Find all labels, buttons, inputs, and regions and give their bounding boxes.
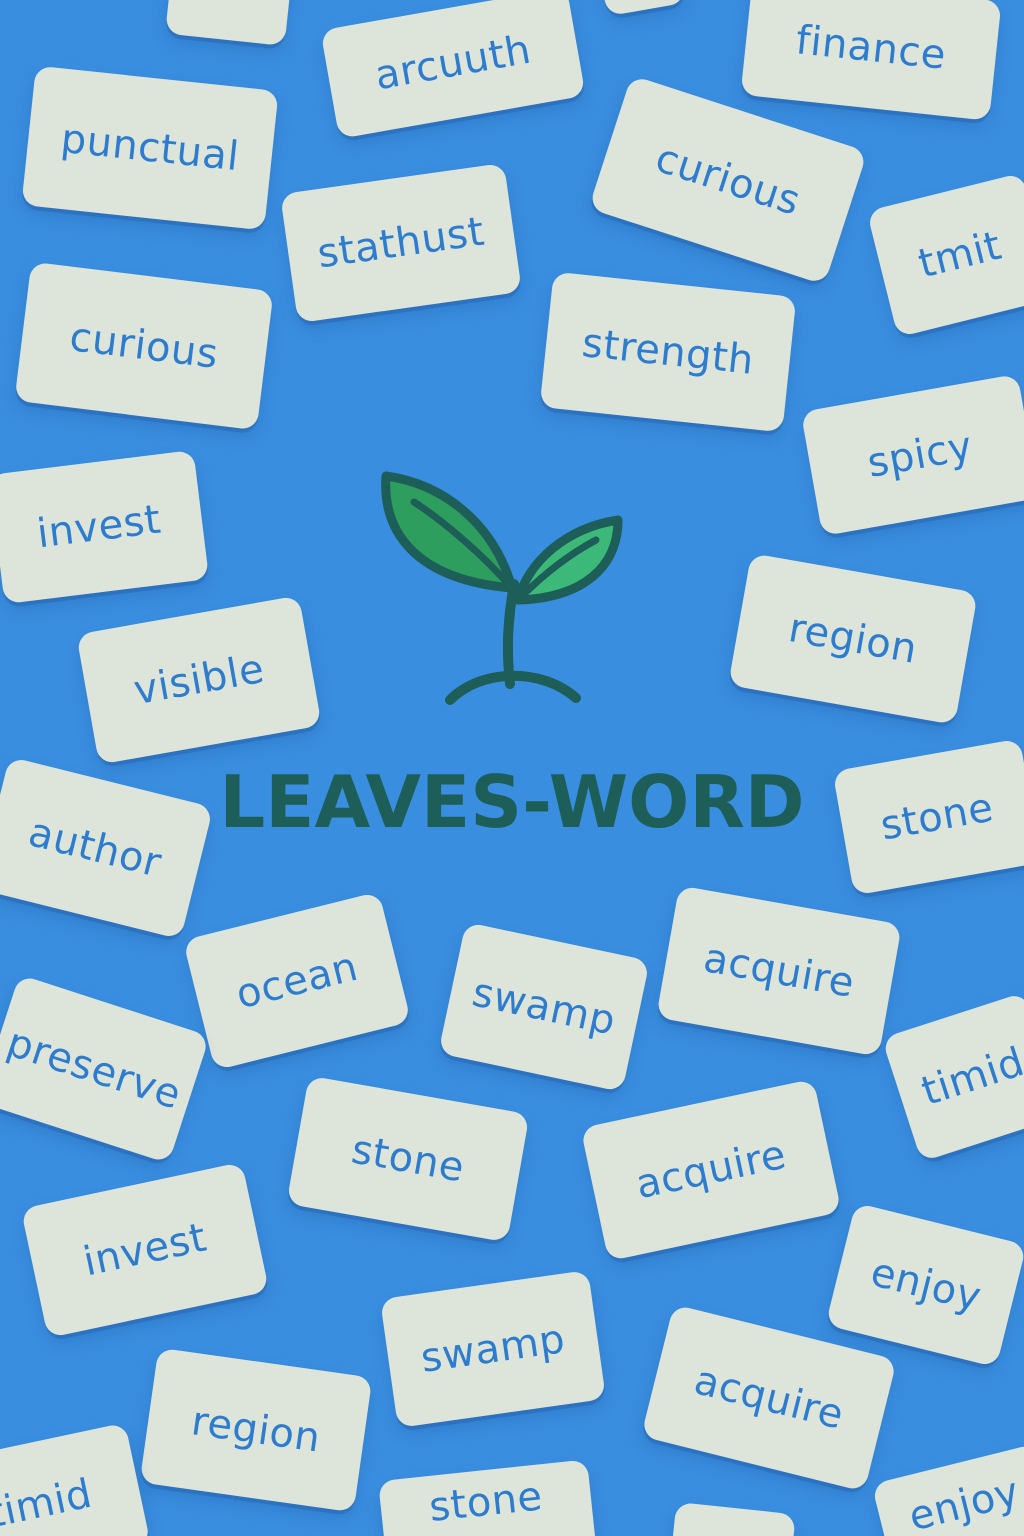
word-card[interactable]: region xyxy=(139,1347,373,1513)
word-card-label: stathust xyxy=(314,208,488,278)
word-card[interactable]: acquire xyxy=(580,1078,842,1262)
app-title: LEAVES-WORD xyxy=(219,760,805,844)
word-card-partial[interactable] xyxy=(593,0,687,17)
word-card-label: acquire xyxy=(631,1131,791,1209)
word-card[interactable]: stone xyxy=(832,738,1024,896)
word-card[interactable]: author xyxy=(0,756,214,940)
word-card-partial[interactable] xyxy=(165,0,295,46)
word-card-label: arcuuth xyxy=(371,26,535,100)
word-card-label: punctual xyxy=(58,115,242,181)
sprout-icon xyxy=(381,471,623,705)
word-card-label: swamp xyxy=(418,1316,568,1382)
word-card-label: enjoy xyxy=(904,1468,1024,1536)
word-card-label: timid xyxy=(0,1470,97,1536)
word-card[interactable]: finance xyxy=(740,0,1002,121)
word-card-label: curious xyxy=(67,314,221,378)
word-card[interactable]: tmit xyxy=(866,172,1024,338)
word-card[interactable]: ocean xyxy=(182,891,412,1071)
word-card[interactable]: region xyxy=(728,553,978,725)
word-card-label: stone xyxy=(877,784,997,850)
word-card-partial[interactable] xyxy=(668,1501,796,1536)
word-card-label: swamp xyxy=(468,969,620,1045)
word-card[interactable]: timid xyxy=(0,1422,151,1536)
word-card[interactable]: spicy xyxy=(800,373,1024,537)
word-card[interactable]: arcuuth xyxy=(320,0,586,139)
word-card-label: tmit xyxy=(913,222,1007,288)
word-card[interactable]: curious xyxy=(14,261,274,431)
word-card-label: preserve xyxy=(1,1019,187,1119)
word-card-label: timid xyxy=(916,1038,1024,1116)
word-card-label: ocean xyxy=(231,943,363,1019)
word-card[interactable]: preserve xyxy=(0,974,210,1164)
word-card[interactable]: strength xyxy=(539,271,797,433)
word-card-label: invest xyxy=(79,1214,211,1286)
word-card-label: stone xyxy=(348,1126,468,1192)
word-card[interactable]: enjoy xyxy=(871,1443,1024,1536)
word-card-label: region xyxy=(188,1398,324,1462)
word-card-label: invest xyxy=(34,496,164,558)
word-card[interactable]: punctual xyxy=(21,65,279,231)
word-card-label: spicy xyxy=(864,423,976,487)
word-card-label: curious xyxy=(649,135,806,225)
word-card-label: strength xyxy=(579,320,757,384)
word-card-label: enjoy xyxy=(866,1249,986,1321)
word-card-label: acquire xyxy=(700,935,858,1007)
word-card[interactable]: invest xyxy=(0,449,210,605)
word-card-label: finance xyxy=(793,17,949,79)
word-card-label: acquire xyxy=(689,1357,849,1439)
word-card-label: author xyxy=(24,809,166,887)
word-card-label: visible xyxy=(130,645,268,715)
word-card[interactable]: stone xyxy=(286,1075,530,1243)
word-card[interactable]: stathust xyxy=(280,162,522,324)
word-card[interactable]: swamp xyxy=(379,1270,607,1428)
word-card[interactable]: visible xyxy=(76,595,322,765)
word-card[interactable]: curious xyxy=(588,75,868,285)
word-card-label: region xyxy=(785,605,921,673)
word-card[interactable]: acquire xyxy=(656,885,902,1057)
word-card[interactable]: invest xyxy=(20,1161,270,1339)
word-card[interactable]: timid xyxy=(881,992,1024,1162)
word-card[interactable]: enjoy xyxy=(825,1202,1024,1368)
word-card[interactable]: swamp xyxy=(438,921,650,1093)
word-card-label: stone xyxy=(427,1473,545,1531)
word-card[interactable]: stone xyxy=(378,1459,600,1536)
